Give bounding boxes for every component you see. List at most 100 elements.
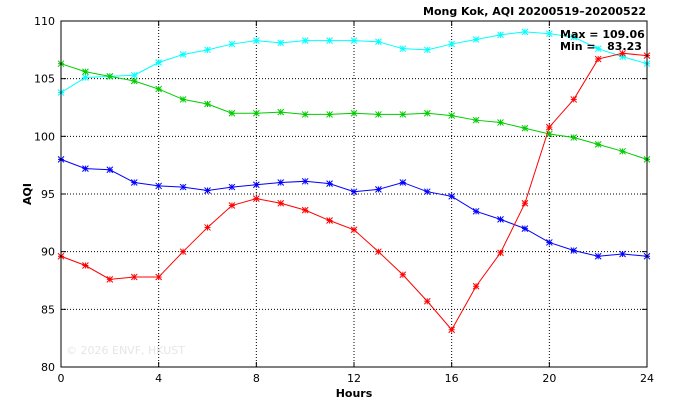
data-point [350,109,358,117]
data-point [228,202,236,209]
data-point [277,199,285,207]
series-4 [57,49,651,334]
data-point [570,96,578,103]
data-point [594,55,602,63]
data-point [204,187,211,194]
data-point [399,111,407,118]
data-point [326,111,333,118]
data-point [301,177,309,185]
series-2 [57,60,651,163]
data-point [448,112,456,119]
data-point [228,40,236,48]
data-point [252,109,260,117]
data-point [155,85,163,93]
data-point [204,46,211,54]
data-point [619,49,626,57]
data-point [350,188,358,196]
data-point [326,37,333,44]
data-point [179,96,187,103]
data-point [301,206,309,214]
x-tick-label: 24 [640,372,654,385]
data-point [155,59,163,66]
data-point [521,28,529,36]
data-point [82,68,89,76]
data-point [448,326,456,334]
data-point [204,100,211,108]
data-point [448,192,456,200]
data-point [130,273,138,281]
data-point [204,224,211,231]
data-point [130,71,138,79]
data-point [350,37,358,44]
x-tick-label: 0 [58,372,65,385]
data-point [472,116,480,124]
data-point [277,108,285,116]
min-annotation: Min = 83.23 [560,40,642,53]
plot-frame [60,20,648,368]
data-point [252,37,260,44]
data-point [179,183,187,191]
data-point [521,124,529,132]
copyright-watermark: © 2026 ENVF, HKUST [66,344,185,357]
grid-lines [61,21,647,367]
data-point [545,239,553,246]
data-point [399,179,407,186]
data-point [497,31,504,39]
data-point [106,275,114,283]
data-point [399,45,407,53]
data-point [497,119,504,126]
series-1 [57,28,651,96]
data-point [497,216,504,223]
y-tick-labels: 80 85 90 95 100 105 110 [34,15,55,374]
data-point [619,250,626,258]
data-point [423,46,431,54]
data-point [619,147,626,155]
series-layer [57,28,651,334]
data-point [375,186,382,193]
data-point [155,273,163,281]
x-tick-label: 8 [253,372,260,385]
data-point [228,109,236,117]
data-point [472,207,480,215]
data-point [423,109,431,117]
data-point [228,183,236,191]
data-point [179,51,187,58]
x-tick-label: 12 [347,372,361,385]
data-point [179,248,187,256]
data-point [545,123,553,131]
data-point [521,225,529,232]
data-point [277,39,285,47]
data-point [301,37,309,44]
data-point [82,74,89,81]
data-point [545,30,553,38]
y-tick-label: 105 [34,73,55,86]
data-point [375,248,382,256]
chart-title: Mong Kok, AQI 20200519–20200522 [423,5,646,18]
x-tick-label: 16 [445,372,459,385]
data-point [82,165,89,172]
data-point [130,179,138,186]
data-point [301,111,309,118]
data-point [521,199,529,207]
data-point [472,36,480,43]
data-point [326,180,333,187]
max-annotation: Max = 109.06 [560,28,645,41]
x-tick-label: 4 [155,372,162,385]
y-tick-label: 85 [41,303,55,316]
data-point [570,247,578,254]
data-point [375,38,382,46]
data-point [82,262,89,269]
y-axis-label: AQI [21,183,34,205]
data-point [399,271,407,279]
data-point [130,77,138,85]
x-tick-label: 20 [542,372,556,385]
data-point [277,179,285,186]
data-point [423,297,431,305]
data-point [594,252,602,260]
y-tick-label: 90 [41,246,55,259]
data-point [375,111,382,118]
x-axis-label: Hours [336,387,373,400]
data-point [252,181,260,189]
data-point [570,134,578,141]
